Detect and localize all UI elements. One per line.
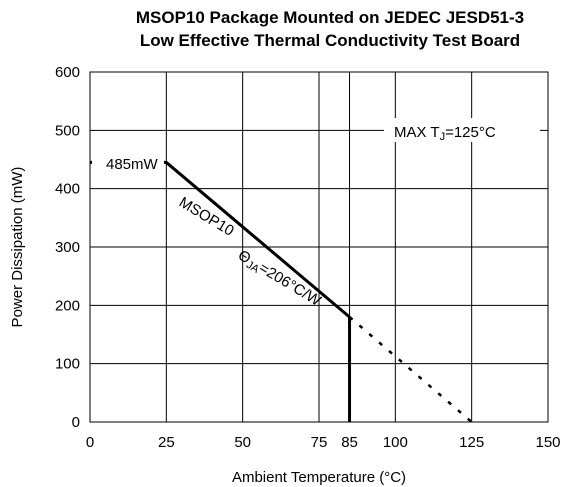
x-tick-label: 25 (158, 434, 175, 451)
y-tick-label: 600 (55, 64, 80, 81)
derating-curves (90, 160, 473, 423)
chart-title-line-1: MSOP10 Package Mounted on JEDEC JESD51-3 (136, 8, 524, 27)
y-tick-label: 400 (55, 181, 80, 198)
x-tick-label: 50 (234, 434, 251, 451)
y-tick-label: 100 (55, 356, 80, 373)
y-tick-label: 500 (55, 122, 80, 139)
x-tick-label: 85 (341, 434, 358, 451)
package-label: MSOP10 (176, 194, 237, 240)
max-tj-subscript: J (440, 131, 446, 143)
extrapolated-derating-line (348, 316, 473, 423)
max-tj-prefix: MAX T (394, 124, 440, 141)
theta-subscript: JA (244, 259, 262, 276)
plot-frame (89, 71, 549, 423)
max-tj-label: MAX TJ=125°C (394, 124, 496, 143)
x-axis-label: Ambient Temperature (°C) (232, 469, 406, 486)
max-tj-suffix: =125°C (445, 124, 496, 141)
x-tick-label: 0 (86, 434, 94, 451)
y-axis-label: Power Dissipation (mW) (9, 167, 26, 328)
y-tick-label: 0 (72, 414, 80, 431)
tick-labels: 0 25 50 75 85 100 125 150 0 100 200 300 400 500 600 (55, 64, 561, 451)
power-rating-label: 485mW (106, 156, 159, 173)
x-tick-label: 150 (535, 434, 560, 451)
x-tick-label: 125 (459, 434, 484, 451)
max-tj-background (384, 118, 540, 142)
y-tick-label: 300 (55, 239, 80, 256)
chart-title-line-2: Low Effective Thermal Conductivity Test … (140, 31, 520, 50)
y-tick-label: 200 (55, 297, 80, 314)
x-tick-label: 100 (383, 434, 408, 451)
power-label-background (92, 150, 164, 174)
x-tick-label: 75 (311, 434, 328, 451)
